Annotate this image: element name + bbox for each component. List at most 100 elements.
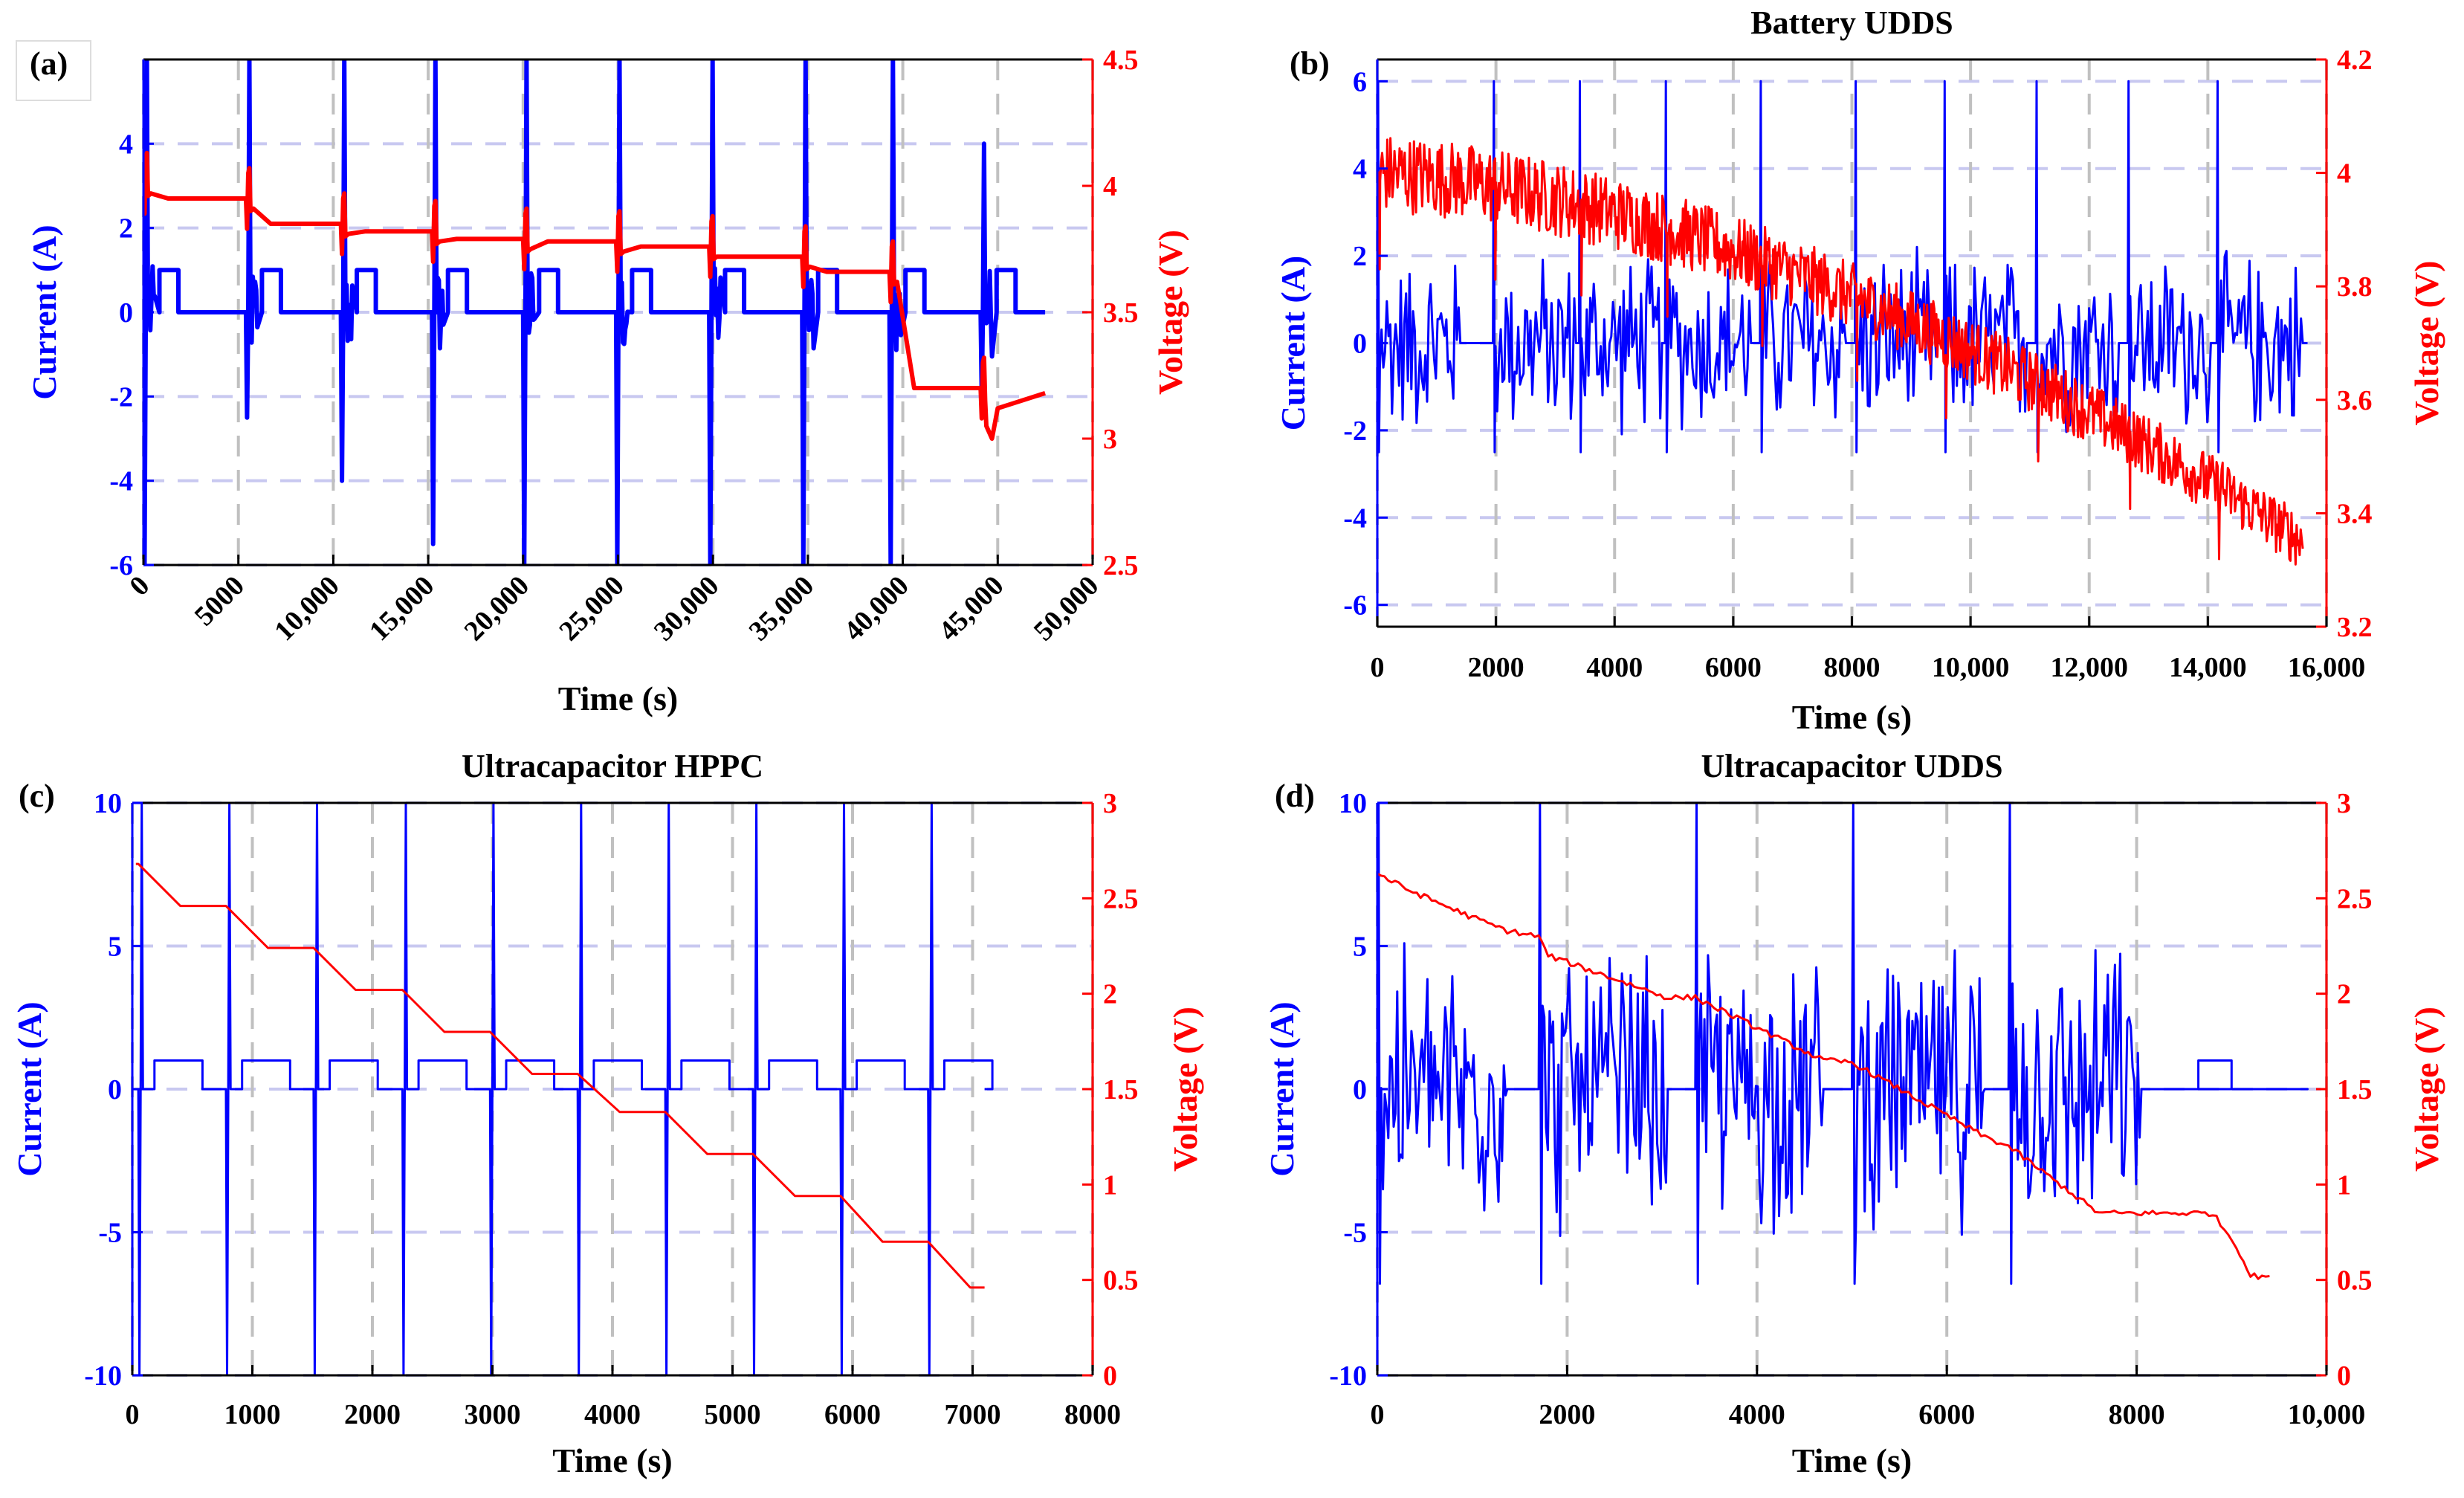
xtick-label: 15,000 bbox=[363, 570, 441, 648]
series-voltage-line bbox=[135, 862, 985, 1289]
xtick-label: 0 bbox=[1371, 1399, 1385, 1430]
ytick-label-left: 5 bbox=[1353, 932, 1367, 963]
y-axis-label-right: Voltage (V) bbox=[1151, 230, 1189, 395]
xtick-label: 50,000 bbox=[1028, 570, 1105, 648]
ytick-label-right: 4 bbox=[2337, 158, 2351, 190]
xtick-label: 6000 bbox=[824, 1399, 881, 1430]
xtick-label: 14,000 bbox=[2169, 652, 2247, 683]
xtick-label: 6000 bbox=[1918, 1399, 1975, 1430]
ytick-label-right: 1 bbox=[2337, 1169, 2351, 1201]
ytick-label-left: 10 bbox=[1339, 788, 1367, 819]
ytick-label-right: 3.8 bbox=[2337, 271, 2373, 303]
ytick-label-right: 3 bbox=[1103, 424, 1117, 455]
ytick-label-left: -4 bbox=[1343, 503, 1367, 534]
ytick-label-right: 1.5 bbox=[2337, 1074, 2373, 1105]
ytick-label-right: 4 bbox=[1103, 171, 1117, 202]
ytick-label-right: 3.2 bbox=[2337, 612, 2373, 643]
xtick-label: 4000 bbox=[584, 1399, 641, 1430]
ytick-label-left: -4 bbox=[109, 466, 133, 497]
ytick-label-right: 0 bbox=[2337, 1360, 2351, 1392]
xtick-label: 1000 bbox=[224, 1399, 281, 1430]
ytick-label-left: 0 bbox=[108, 1074, 122, 1105]
ytick-label-left: -5 bbox=[98, 1218, 122, 1249]
xtick-label: 10,000 bbox=[2288, 1399, 2366, 1430]
chart-title: Ultracapacitor UDDS bbox=[1701, 748, 2002, 784]
xtick-label: 8000 bbox=[2109, 1399, 2165, 1430]
ytick-label-left: 0 bbox=[119, 297, 133, 329]
y-axis-label-left: Current (A) bbox=[1274, 256, 1312, 430]
ytick-label-left: 6 bbox=[1353, 66, 1367, 97]
panel-label: (c) bbox=[19, 778, 55, 814]
xtick-label: 16,000 bbox=[2288, 652, 2366, 683]
ytick-label-left: 2 bbox=[119, 213, 133, 245]
y-axis-label-right: Voltage (V) bbox=[2408, 261, 2445, 426]
series-current-line bbox=[1377, 803, 2309, 1285]
ytick-label-right: 1 bbox=[1103, 1169, 1117, 1201]
x-axis-label: Time (s) bbox=[552, 1441, 672, 1479]
series-current-line bbox=[132, 803, 994, 1375]
ytick-label-left: -10 bbox=[1329, 1360, 1367, 1392]
xtick-label: 6000 bbox=[1705, 652, 1762, 683]
xtick-label: 10,000 bbox=[1932, 652, 2010, 683]
ytick-label-right: 2.5 bbox=[1103, 883, 1139, 914]
xtick-label: 40,000 bbox=[838, 570, 915, 648]
xtick-label: 8000 bbox=[1824, 652, 1881, 683]
xtick-label: 35,000 bbox=[743, 570, 821, 648]
xtick-label: 0 bbox=[126, 1399, 140, 1430]
xtick-label: 20,000 bbox=[459, 570, 536, 648]
ytick-label-left: -2 bbox=[1343, 416, 1367, 447]
ytick-label-left: 10 bbox=[94, 788, 122, 819]
series-group bbox=[132, 803, 994, 1375]
ytick-label-right: 3.5 bbox=[1103, 297, 1139, 329]
y-axis-label-left: Current (A) bbox=[10, 1001, 48, 1176]
ytick-label-right: 2.5 bbox=[2337, 883, 2373, 914]
ytick-label-right: 4.5 bbox=[1103, 45, 1139, 76]
xtick-label: 5000 bbox=[189, 570, 250, 632]
ytick-label-left: -5 bbox=[1343, 1218, 1367, 1249]
ytick-label-right: 4.2 bbox=[2337, 45, 2373, 76]
series-voltage-line bbox=[1377, 137, 2304, 566]
xtick-label: 2000 bbox=[1468, 652, 1524, 683]
ytick-label-right: 3.4 bbox=[2337, 498, 2373, 529]
xtick-label: 2000 bbox=[344, 1399, 401, 1430]
ytick-label-right: 2 bbox=[2337, 979, 2351, 1010]
xtick-label: 4000 bbox=[1729, 1399, 1785, 1430]
ytick-label-left: 5 bbox=[108, 932, 122, 963]
xtick-label: 0 bbox=[123, 570, 155, 602]
y-axis-label-left: Current (A) bbox=[25, 225, 63, 399]
series-group bbox=[143, 59, 1047, 565]
series-voltage-line bbox=[143, 150, 1047, 441]
panel-label: (b) bbox=[1290, 45, 1330, 82]
panel-label: (d) bbox=[1275, 778, 1315, 814]
ytick-label-left: 4 bbox=[1353, 154, 1367, 185]
chart-title: Ultracapacitor HPPC bbox=[462, 748, 763, 784]
ytick-label-right: 0.5 bbox=[2337, 1265, 2373, 1297]
panel-label-box bbox=[16, 40, 91, 101]
xtick-label: 8000 bbox=[1064, 1399, 1121, 1430]
y-axis-label-right: Voltage (V) bbox=[2408, 1007, 2445, 1172]
ytick-label-right: 3 bbox=[2337, 788, 2351, 819]
x-axis-label: Time (s) bbox=[1792, 1441, 1912, 1479]
xtick-label: 30,000 bbox=[648, 570, 725, 648]
xtick-label: 3000 bbox=[465, 1399, 521, 1430]
ytick-label-left: 2 bbox=[1353, 241, 1367, 272]
chart-panel-4: -10 -5 0 5 10 0 0.5 1 1.5 2 2.5 3 0 2000 4000 6000 8000 1… bbox=[1263, 748, 2445, 1479]
y-axis-label-right: Voltage (V) bbox=[1166, 1007, 1204, 1172]
ytick-label-right: 3.6 bbox=[2337, 385, 2373, 416]
x-axis-label: Time (s) bbox=[558, 679, 678, 717]
xtick-label: 7000 bbox=[945, 1399, 1001, 1430]
chart-panel-2: -6 -4 -2 0 2 4 6 3.2 3.4 3.6 3.8 4 4.2 0 2000 4000 6000 8… bbox=[1274, 4, 2445, 736]
xtick-label: 12,000 bbox=[2051, 652, 2129, 683]
panel-label: (a) bbox=[30, 45, 68, 82]
series-group bbox=[1377, 80, 2308, 566]
ytick-label-right: 3 bbox=[1103, 788, 1117, 819]
y-axis-label-left: Current (A) bbox=[1263, 1001, 1301, 1176]
ytick-label-left: 0 bbox=[1353, 1074, 1367, 1105]
xtick-label: 5000 bbox=[705, 1399, 761, 1430]
ytick-label-left: 4 bbox=[119, 129, 133, 160]
x-axis-label: Time (s) bbox=[1792, 698, 1912, 736]
series-voltage-line bbox=[1377, 872, 2270, 1280]
xtick-label: 45,000 bbox=[933, 570, 1010, 648]
